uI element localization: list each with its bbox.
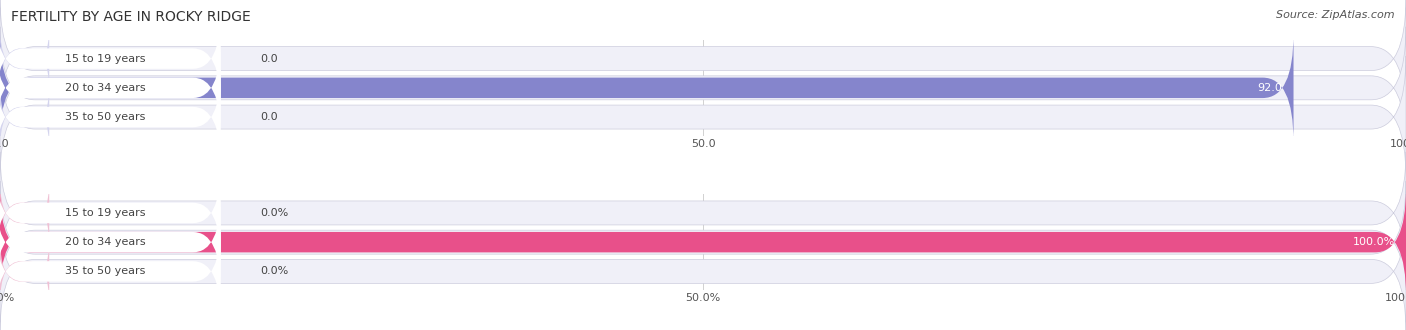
FancyBboxPatch shape xyxy=(0,152,1406,274)
Text: Source: ZipAtlas.com: Source: ZipAtlas.com xyxy=(1277,10,1395,20)
Text: 35 to 50 years: 35 to 50 years xyxy=(65,112,146,122)
Text: 15 to 19 years: 15 to 19 years xyxy=(65,53,146,64)
FancyBboxPatch shape xyxy=(0,10,221,107)
FancyBboxPatch shape xyxy=(0,69,221,165)
Text: 35 to 50 years: 35 to 50 years xyxy=(65,266,146,277)
Text: 20 to 34 years: 20 to 34 years xyxy=(65,237,146,247)
FancyBboxPatch shape xyxy=(0,223,221,320)
Text: 0.0: 0.0 xyxy=(260,112,278,122)
Text: FERTILITY BY AGE IN ROCKY RIDGE: FERTILITY BY AGE IN ROCKY RIDGE xyxy=(11,10,252,24)
Text: 0.0%: 0.0% xyxy=(260,266,288,277)
FancyBboxPatch shape xyxy=(0,179,49,247)
FancyBboxPatch shape xyxy=(0,0,1406,120)
FancyBboxPatch shape xyxy=(0,34,1294,142)
FancyBboxPatch shape xyxy=(0,56,1406,178)
FancyBboxPatch shape xyxy=(0,40,221,136)
FancyBboxPatch shape xyxy=(0,188,1406,296)
FancyBboxPatch shape xyxy=(0,194,221,290)
Text: 15 to 19 years: 15 to 19 years xyxy=(65,208,146,218)
Text: 0.0: 0.0 xyxy=(260,53,278,64)
Text: 92.0: 92.0 xyxy=(1257,83,1282,93)
Text: 20 to 34 years: 20 to 34 years xyxy=(65,83,146,93)
FancyBboxPatch shape xyxy=(0,25,49,92)
FancyBboxPatch shape xyxy=(0,83,49,151)
FancyBboxPatch shape xyxy=(0,165,221,261)
FancyBboxPatch shape xyxy=(0,27,1406,149)
FancyBboxPatch shape xyxy=(0,210,1406,330)
FancyBboxPatch shape xyxy=(0,238,49,305)
Text: 100.0%: 100.0% xyxy=(1353,237,1395,247)
FancyBboxPatch shape xyxy=(0,181,1406,303)
Text: 0.0%: 0.0% xyxy=(260,208,288,218)
